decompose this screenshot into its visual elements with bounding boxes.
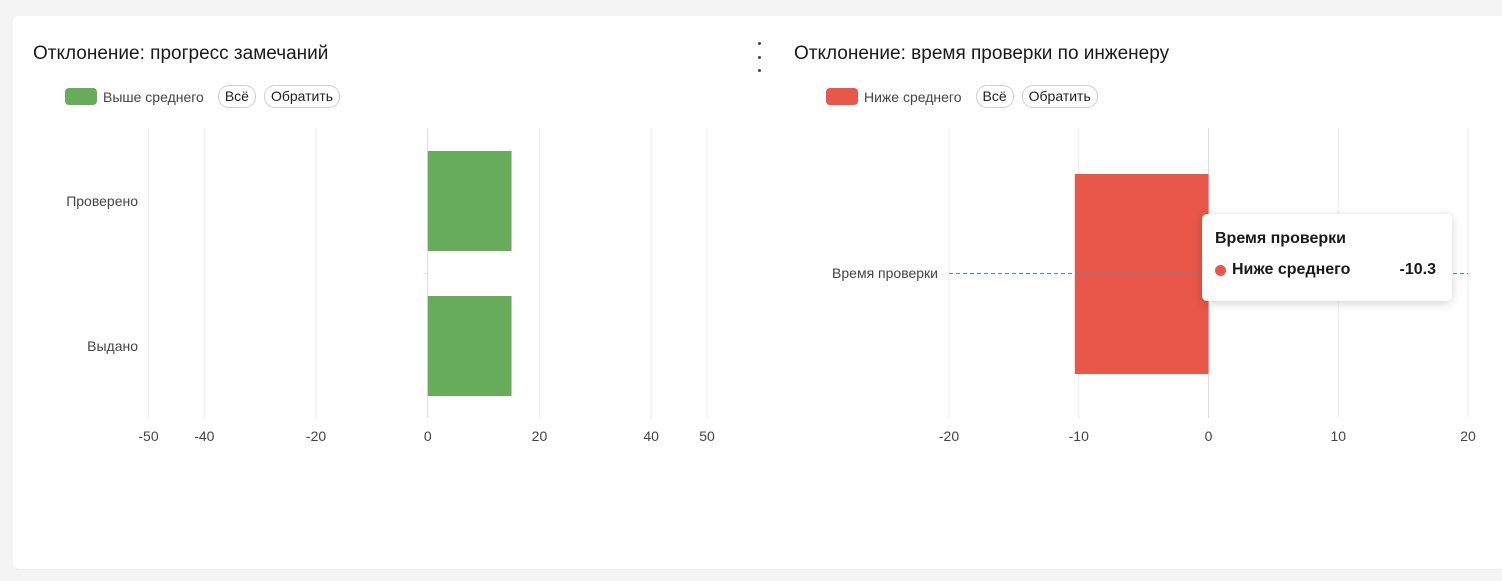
left-legend: Выше среднего Всё Обратить xyxy=(65,85,341,108)
left-x-tick-label: 40 xyxy=(643,428,659,444)
legend-label-above-average[interactable]: Выше среднего xyxy=(103,88,204,105)
right-x-tick-label: 0 xyxy=(1205,428,1213,444)
tooltip-series-name: Ниже среднего xyxy=(1232,261,1351,278)
right-chart-title: Отклонение: время проверки по инженеру xyxy=(794,43,1170,64)
left-x-tick-label: -50 xyxy=(138,428,158,444)
left-x-tick-label: -40 xyxy=(194,428,214,444)
legend-swatch-above-average[interactable] xyxy=(65,88,97,105)
right-all-button[interactable]: Всё xyxy=(975,85,1014,108)
legend-label-below-average[interactable]: Ниже среднего xyxy=(864,88,962,105)
left-bar xyxy=(427,296,512,396)
right-category-label: Время проверки xyxy=(832,265,938,281)
left-category-label: Выдано xyxy=(87,338,138,354)
right-x-tick-label: 10 xyxy=(1330,428,1346,444)
right-x-tick-label: -20 xyxy=(939,428,959,444)
chart-tooltip: Время проверки Ниже среднего -10.3 xyxy=(1202,214,1452,301)
left-chart-title: Отклонение: прогресс замечаний xyxy=(33,43,329,64)
right-x-tick-label: 20 xyxy=(1460,428,1476,444)
right-invert-button[interactable]: Обратить xyxy=(1021,85,1098,108)
left-invert-button[interactable]: Обратить xyxy=(263,85,341,108)
left-category-label: Проверено xyxy=(66,193,138,209)
legend-swatch-below-average[interactable] xyxy=(826,88,858,105)
left-bar xyxy=(427,151,512,251)
left-all-button[interactable]: Всё xyxy=(217,85,256,108)
tooltip-series-dot xyxy=(1215,264,1226,276)
tooltip-value: -10.3 xyxy=(1399,261,1436,278)
right-x-tick-label: -10 xyxy=(1069,428,1089,444)
right-legend: Ниже среднего Всё Обратить xyxy=(826,85,1098,108)
left-x-tick-label: 0 xyxy=(424,428,432,444)
tooltip-row: Ниже среднего -10.3 xyxy=(1215,261,1452,279)
left-x-tick-label: -20 xyxy=(306,428,326,444)
left-x-tick-label: 50 xyxy=(699,428,715,444)
tooltip-title: Время проверки xyxy=(1215,230,1346,247)
more-options-icon[interactable] xyxy=(754,42,764,72)
left-x-tick-label: 20 xyxy=(532,428,548,444)
